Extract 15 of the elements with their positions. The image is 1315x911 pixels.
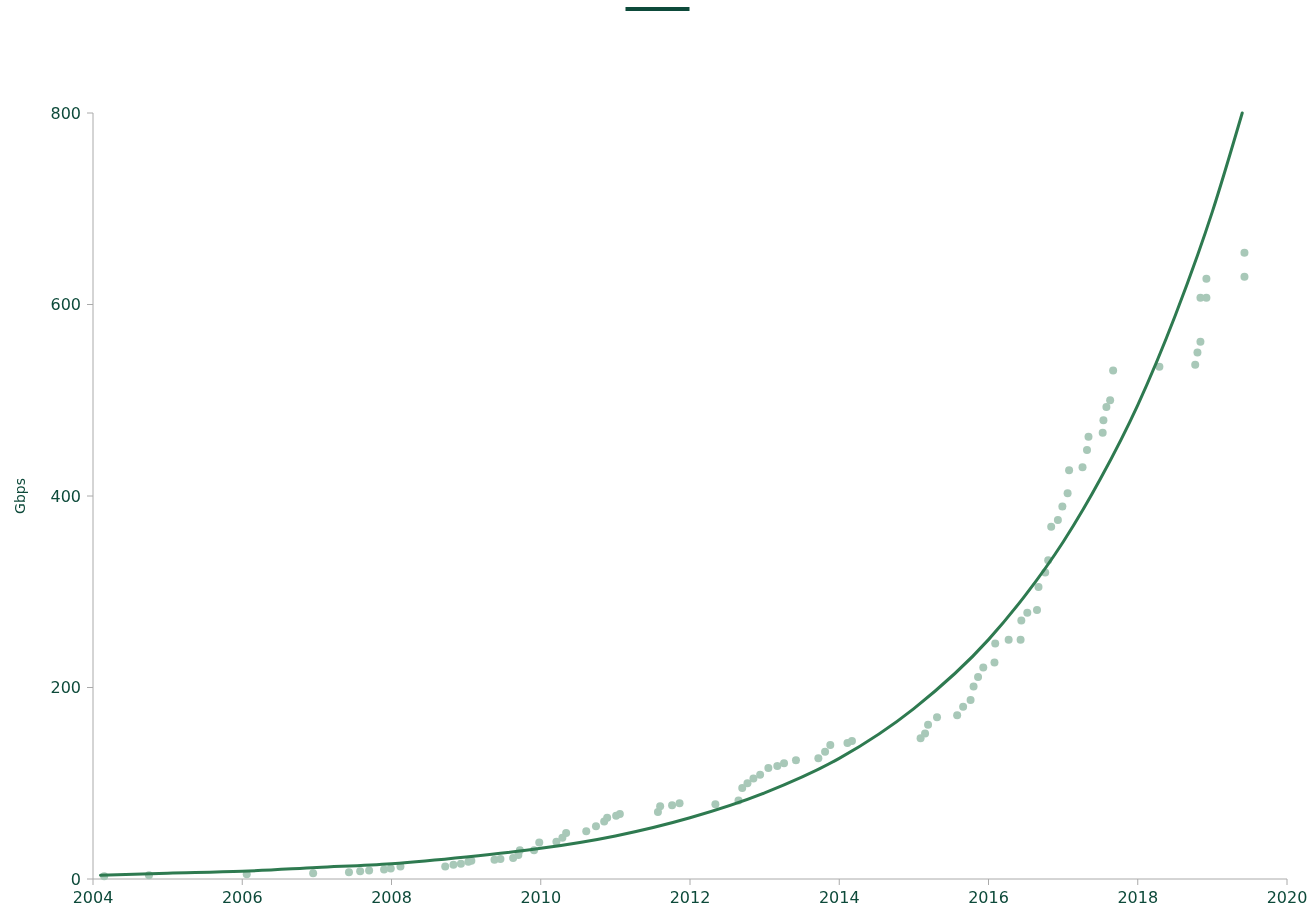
y-tick-label: 800 <box>50 103 81 123</box>
x-tick-label: 2008 <box>371 888 412 907</box>
y-tick-label: 0 <box>70 869 81 889</box>
x-tick-label: 2016 <box>968 888 1009 907</box>
x-tick-label: 2020 <box>1266 888 1308 907</box>
y-tick-label: 200 <box>50 678 81 698</box>
x-tick-label: 2010 <box>520 888 562 907</box>
y-tick-label: 600 <box>50 295 81 315</box>
x-tick-label: 2006 <box>221 888 263 907</box>
x-tick-label: 2014 <box>818 888 860 907</box>
x-tick-label: 2004 <box>72 888 114 907</box>
y-axis-title: Gbps <box>12 478 28 514</box>
x-tick-label: 2012 <box>669 888 711 907</box>
y-tick-label: 400 <box>50 486 81 506</box>
x-tick-label: 2018 <box>1117 888 1159 907</box>
